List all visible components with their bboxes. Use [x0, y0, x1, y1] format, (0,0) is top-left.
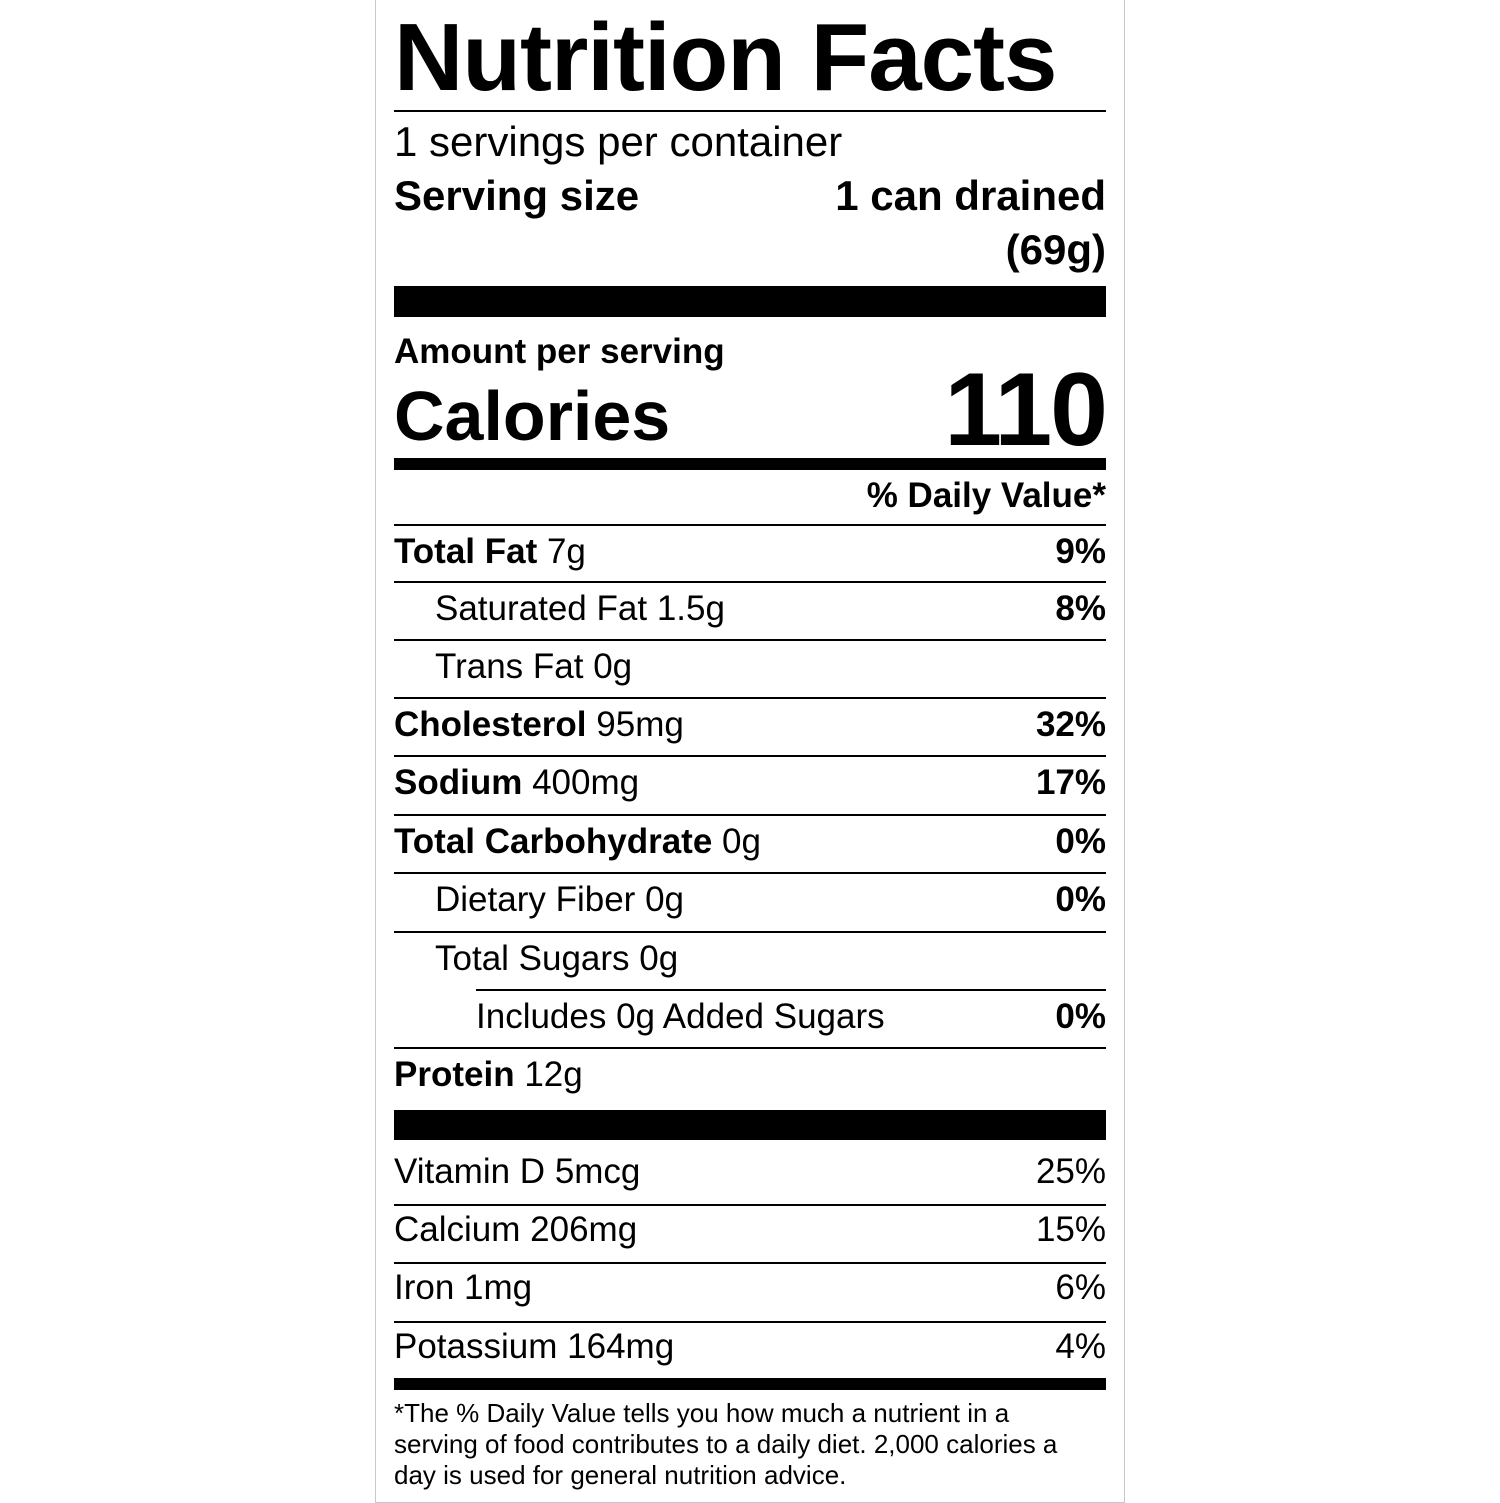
- vitamin-name: Vitamin D: [394, 1152, 546, 1191]
- divider: [394, 697, 1106, 699]
- nutrient-row: Trans Fat 0g: [394, 647, 1106, 687]
- vitamin-name: Calcium: [394, 1210, 521, 1249]
- nutrient-name: Sodium: [394, 763, 523, 802]
- nutrient-daily-value: 0%: [1055, 822, 1106, 861]
- divider: [394, 814, 1106, 816]
- footnote: *The % Daily Value tells you how much a …: [394, 1398, 1057, 1491]
- vitamin-daily-value: 4%: [1055, 1327, 1106, 1366]
- divider: [394, 639, 1106, 641]
- nutrient-row: Cholesterol 95mg 32%: [394, 705, 1106, 745]
- vitamin-row: Calcium 206mg 15%: [394, 1210, 1106, 1250]
- nutrient-amount: 7g: [546, 532, 586, 571]
- nutrient-amount: 0g: [722, 822, 761, 861]
- nutrient-name: Protein: [394, 1055, 515, 1094]
- nutrient-row: Total Sugars 0g: [394, 939, 1106, 979]
- nutrient-row: Includes 0g Added Sugars 0%: [394, 997, 1106, 1037]
- nutrient-name: Cholesterol: [394, 705, 587, 744]
- nutrient-amount: 0g: [645, 880, 684, 919]
- vitamin-daily-value: 25%: [1035, 1152, 1106, 1191]
- divider: [394, 524, 1106, 526]
- footnote-line: day is used for general nutrition advice…: [394, 1460, 847, 1490]
- divider: [394, 872, 1106, 874]
- nutrient-daily-value: 32%: [1035, 705, 1106, 744]
- vitamin-amount: 5mcg: [554, 1152, 641, 1191]
- footnote-line: serving of food contributes to a daily d…: [394, 1429, 1058, 1459]
- nutrient-amount: 1.5g: [656, 589, 725, 628]
- medium-divider: [394, 1378, 1106, 1390]
- divider: [394, 581, 1106, 583]
- vitamin-row: Potassium 164mg 4%: [394, 1327, 1106, 1367]
- amount-per-serving: Amount per serving: [394, 332, 725, 371]
- nutrient-amount: 12g: [524, 1055, 583, 1094]
- vitamin-amount: 1mg: [464, 1268, 533, 1307]
- medium-divider: [394, 458, 1106, 470]
- divider: [394, 110, 1106, 112]
- nutrient-name: Total Sugars: [435, 939, 630, 978]
- nutrient-row: Protein 12g: [394, 1055, 1106, 1095]
- nutrient-amount: 400mg: [532, 763, 640, 802]
- divider: [394, 931, 1106, 933]
- vitamin-row: Iron 1mg 6%: [394, 1268, 1106, 1308]
- nutrient-daily-value: 0%: [1055, 880, 1106, 919]
- nutrient-daily-value: 0%: [1055, 997, 1106, 1036]
- divider: [394, 1204, 1106, 1206]
- nutrient-row: Dietary Fiber 0g 0%: [394, 880, 1106, 920]
- divider: [394, 1262, 1106, 1264]
- vitamin-daily-value: 6%: [1055, 1268, 1106, 1307]
- nutrient-row: Total Carbohydrate 0g 0%: [394, 822, 1106, 862]
- nutrient-amount: 0g: [593, 647, 633, 686]
- nutrient-daily-value: 17%: [1035, 763, 1106, 802]
- nutrient-name: Saturated Fat: [435, 589, 648, 628]
- nutrient-name: Trans Fat: [435, 647, 584, 686]
- serving-size-weight: (69g): [1005, 226, 1106, 273]
- daily-value-header: % Daily Value*: [866, 476, 1106, 515]
- divider: [394, 1321, 1106, 1323]
- calories-label: Calories: [394, 377, 671, 455]
- nutrient-row: Total Fat 7g 9%: [394, 532, 1106, 572]
- servings-per-container: 1 servings per container: [394, 118, 843, 165]
- nutrient-name: Total Carbohydrate: [394, 822, 713, 861]
- serving-size-value: 1 can drained: [835, 172, 1106, 219]
- vitamin-amount: 164mg: [567, 1327, 675, 1366]
- nutrient-row: Saturated Fat 1.5g 8%: [394, 589, 1106, 629]
- nutrient-name: Includes 0g Added Sugars: [476, 997, 885, 1036]
- nutrient-name: Dietary Fiber: [435, 880, 636, 919]
- nutrient-name: Total Fat: [394, 532, 538, 571]
- divider: [394, 1047, 1106, 1049]
- vitamin-name: Potassium: [394, 1327, 558, 1366]
- divider: [476, 989, 1106, 991]
- nutrient-amount: 95mg: [596, 705, 684, 744]
- vitamin-amount: 206mg: [530, 1210, 638, 1249]
- vitamin-name: Iron: [394, 1268, 455, 1307]
- nutrient-row: Sodium 400mg 17%: [394, 763, 1106, 803]
- nutrient-daily-value: 8%: [1055, 589, 1106, 628]
- divider: [394, 755, 1106, 757]
- thick-divider: [394, 1110, 1106, 1140]
- nutrient-amount: 0g: [639, 939, 679, 978]
- footnote-line: *The % Daily Value tells you how much a …: [394, 1398, 1010, 1428]
- label-title: Nutrition Facts: [394, 4, 1057, 111]
- serving-size-label: Serving size: [394, 172, 640, 219]
- calories-value: 110: [944, 352, 1108, 468]
- vitamin-row: Vitamin D 5mcg 25%: [394, 1152, 1106, 1192]
- nutrient-daily-value: 9%: [1055, 532, 1106, 571]
- thick-divider: [394, 286, 1106, 317]
- vitamin-daily-value: 15%: [1035, 1210, 1106, 1249]
